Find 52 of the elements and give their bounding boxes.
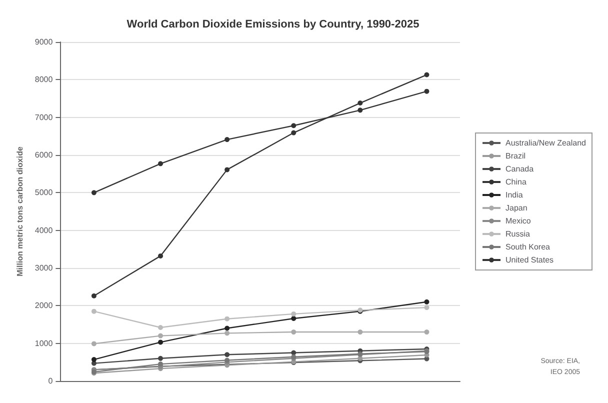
point xyxy=(291,316,296,321)
y-tick-label: 3000 xyxy=(34,264,54,272)
point xyxy=(91,308,96,314)
point xyxy=(158,356,164,361)
point xyxy=(424,299,430,304)
y-tick-label: 1000 xyxy=(34,338,54,348)
point xyxy=(224,316,230,322)
point xyxy=(424,72,430,78)
y-tick-label: 7000 xyxy=(34,112,54,122)
y-tick-label: 2000 xyxy=(34,301,54,310)
point xyxy=(224,352,230,358)
point xyxy=(358,100,363,106)
point xyxy=(291,123,296,128)
y-tick-label: 6000 xyxy=(34,150,54,160)
point xyxy=(91,357,96,362)
legend-label: South Korea xyxy=(506,242,551,252)
legend-label: Russia xyxy=(506,230,531,238)
y-tick-label: 9000 xyxy=(34,38,54,46)
point xyxy=(158,161,164,166)
point xyxy=(358,330,363,335)
chart-title: World Carbon Dioxide Emissions by Country, 1990-2025 xyxy=(126,18,420,30)
y-axis-title: Million metric tons carbon dioxide xyxy=(16,146,24,276)
point xyxy=(291,330,296,335)
point xyxy=(224,330,230,336)
point xyxy=(224,326,230,331)
point xyxy=(158,340,164,345)
legend-label: Japan xyxy=(506,204,528,212)
point xyxy=(224,167,230,172)
legend-label: Australia/New Zealand xyxy=(506,138,586,148)
point xyxy=(424,305,430,310)
legend-label: Mexico xyxy=(506,216,532,226)
point xyxy=(358,108,363,113)
point xyxy=(158,333,164,338)
y-tick-label: 0 xyxy=(48,376,54,386)
y-tick-label: 5000 xyxy=(34,188,54,198)
legend-label: Canada xyxy=(506,164,534,174)
y-tick-label: 8000 xyxy=(34,75,54,84)
point xyxy=(291,130,296,136)
point xyxy=(424,330,430,335)
point xyxy=(91,293,96,298)
point xyxy=(91,341,96,346)
point xyxy=(291,311,296,316)
legend-label: India xyxy=(506,190,524,200)
point xyxy=(158,253,164,258)
y-tick-label: 4000 xyxy=(34,226,54,235)
point xyxy=(224,137,230,142)
point xyxy=(91,190,96,196)
legend-label: China xyxy=(506,178,527,186)
point xyxy=(424,88,430,94)
legend-label: Brazil xyxy=(506,152,526,160)
point xyxy=(158,325,164,330)
legend-label: United States xyxy=(506,256,554,264)
